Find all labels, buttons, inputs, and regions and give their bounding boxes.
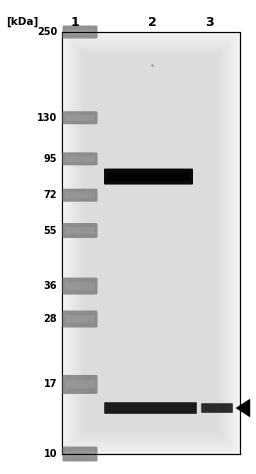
FancyBboxPatch shape [62, 447, 98, 462]
Text: 72: 72 [44, 190, 57, 200]
Bar [68, 38, 234, 448]
FancyBboxPatch shape [65, 283, 95, 290]
Bar [65, 35, 237, 451]
FancyBboxPatch shape [104, 402, 197, 414]
Bar [62, 32, 240, 454]
Bar [74, 44, 228, 442]
Bar [62, 32, 240, 454]
FancyBboxPatch shape [65, 156, 95, 162]
Text: 17: 17 [44, 379, 57, 390]
FancyBboxPatch shape [65, 115, 95, 121]
FancyBboxPatch shape [65, 315, 95, 323]
Text: 36: 36 [44, 281, 57, 291]
FancyBboxPatch shape [201, 403, 233, 413]
Text: 95: 95 [44, 154, 57, 164]
Bar [71, 41, 231, 445]
FancyBboxPatch shape [62, 152, 98, 165]
Bar [77, 47, 225, 439]
FancyBboxPatch shape [62, 189, 98, 202]
FancyBboxPatch shape [65, 227, 95, 234]
Text: 250: 250 [37, 27, 57, 37]
FancyBboxPatch shape [62, 375, 98, 394]
Text: [kDa]: [kDa] [6, 17, 38, 27]
FancyBboxPatch shape [65, 29, 95, 35]
FancyBboxPatch shape [108, 173, 189, 181]
Text: 2: 2 [148, 16, 156, 28]
FancyBboxPatch shape [62, 310, 98, 328]
FancyBboxPatch shape [62, 278, 98, 294]
FancyBboxPatch shape [62, 111, 98, 124]
Bar [80, 50, 222, 436]
Text: 3: 3 [206, 16, 214, 28]
Text: 1: 1 [71, 16, 79, 28]
Text: 28: 28 [43, 314, 57, 324]
FancyBboxPatch shape [62, 223, 98, 238]
Text: 55: 55 [44, 226, 57, 236]
FancyBboxPatch shape [65, 380, 95, 389]
FancyBboxPatch shape [65, 192, 95, 198]
Text: 10: 10 [44, 449, 57, 459]
Bar [83, 53, 219, 433]
Polygon shape [236, 399, 250, 417]
FancyBboxPatch shape [104, 169, 193, 184]
FancyBboxPatch shape [62, 26, 98, 38]
Text: 130: 130 [37, 113, 57, 123]
FancyBboxPatch shape [65, 451, 95, 457]
